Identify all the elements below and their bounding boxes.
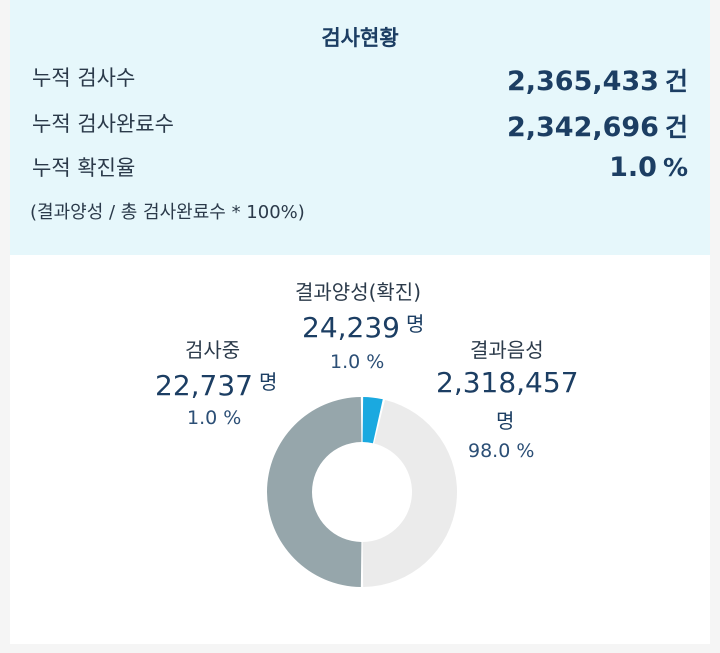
positive-rate-formula-note: (결과양성 / 총 검사완료수 * 100%) bbox=[30, 202, 305, 223]
donut-slice-negative bbox=[362, 399, 458, 587]
donut-slice-testing bbox=[266, 397, 362, 587]
testing-count: 22,737 명 bbox=[155, 369, 278, 402]
positive-label: 결과양성(확진) bbox=[295, 280, 422, 304]
completed-tests-value: 2,342,696 건 bbox=[506, 112, 688, 143]
negative-count: 2,318,457 bbox=[436, 366, 579, 399]
total-tests-value: 2,365,433 건 bbox=[506, 66, 688, 97]
test-status-card: 검사현황 누적 검사수 2,365,433 건 누적 검사완료수 2,342,69… bbox=[10, 0, 710, 644]
testing-label: 검사중 bbox=[185, 338, 241, 362]
test-result-donut-chart bbox=[266, 397, 458, 587]
test-summary-panel: 검사현황 누적 검사수 2,365,433 건 누적 검사완료수 2,342,69… bbox=[10, 0, 710, 255]
positive-rate-label: 누적 확진율 bbox=[32, 156, 136, 180]
summary-title: 검사현황 bbox=[321, 26, 399, 50]
donut-slice-positive bbox=[362, 397, 383, 444]
positive-rate-value: 1.0% bbox=[609, 152, 688, 183]
total-tests-label: 누적 검사수 bbox=[32, 66, 136, 90]
negative-percent: 98.0 % bbox=[468, 440, 535, 462]
positive-count: 24,239 명 bbox=[302, 311, 425, 344]
negative-label: 결과음성 bbox=[470, 338, 544, 362]
positive-percent: 1.0 % bbox=[330, 351, 385, 373]
negative-unit: 명 bbox=[496, 409, 515, 433]
completed-tests-label: 누적 검사완료수 bbox=[32, 112, 174, 136]
testing-percent: 1.0 % bbox=[187, 407, 242, 429]
